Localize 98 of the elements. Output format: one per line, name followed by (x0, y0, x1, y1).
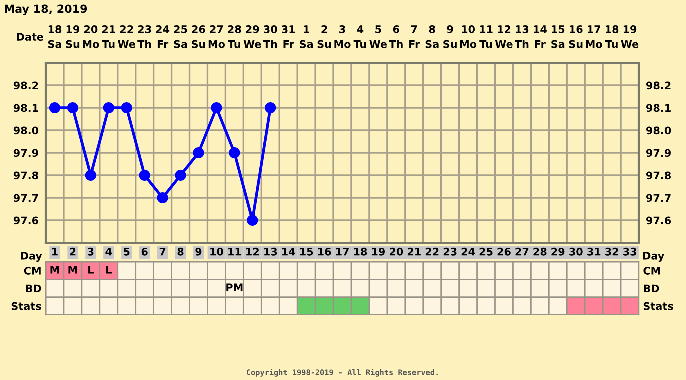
x-tick-label: 22 (426, 248, 439, 256)
text: 2 Su (318, 26, 332, 48)
text: 29 We (244, 26, 262, 48)
point (175, 170, 186, 182)
y-tick-label: CM (644, 267, 660, 275)
text: 18 Sa (48, 26, 62, 48)
text: Day (644, 252, 665, 262)
text: 25 Sa (174, 26, 188, 48)
x-tick-label: 27 (516, 248, 529, 256)
x-tick-label: 2 (70, 248, 76, 256)
x-tick-label: 5 (124, 248, 130, 256)
x-tick-label: 14 (282, 248, 296, 256)
point (157, 192, 168, 204)
text: 7 Fr (410, 26, 420, 48)
point (247, 214, 258, 226)
x-tick-label: 10 (210, 248, 224, 256)
x-tick-label: 1 (52, 248, 58, 256)
text: 9 Su (444, 26, 457, 48)
point (103, 102, 114, 114)
text: 3 Mo (334, 26, 351, 48)
text: 4 Tu (354, 26, 366, 48)
x-tick-label: 11 (228, 248, 242, 256)
x-tick-label: 8 (178, 248, 184, 256)
chart-title: May 18, 2019 (5, 4, 88, 16)
text: 30 Th (263, 26, 278, 48)
x-tick-label: 19 (372, 248, 386, 256)
x-tick-label: 30 (570, 248, 583, 256)
text: 10 Mo (460, 26, 477, 48)
x-tick-label: 26 (498, 248, 511, 256)
point (229, 147, 240, 159)
text: 31 Fr (282, 26, 296, 48)
text: 6 Th (389, 26, 403, 48)
point (139, 170, 150, 182)
y-tick-label: Stats (644, 302, 674, 310)
x-tick-label: 20 (390, 248, 404, 256)
x-tick-label: 9 (196, 248, 202, 256)
point (211, 102, 222, 114)
y-tick-label: 97.8 (14, 172, 38, 180)
text: 1 Sa (300, 26, 314, 48)
x-tick-label: 15 (300, 248, 314, 256)
point (85, 170, 96, 182)
text: 26 Su (192, 26, 206, 48)
text: 11 Tu (480, 26, 493, 48)
text: Date (17, 33, 44, 42)
point (193, 147, 204, 159)
text: 5 We (370, 26, 388, 48)
point (67, 102, 79, 114)
text: M (50, 266, 60, 274)
x-tick-label: 32 (605, 248, 618, 256)
text: 27 Mo (208, 26, 226, 48)
x-tick-label: 21 (408, 248, 421, 256)
x-tick-label: 29 (552, 248, 565, 256)
y-tick-label: 98.2 (14, 82, 38, 90)
x-tick-label: 31 (588, 248, 601, 256)
text: 20 Mo (83, 26, 100, 48)
text: 18 Tu (605, 26, 619, 48)
text: 28 Tu (228, 26, 242, 48)
text: 24 Fr (156, 26, 170, 48)
text: 19 Su (66, 26, 80, 48)
x-tick-label: 17 (336, 248, 349, 256)
text: 22 We (118, 26, 136, 48)
x-tick-label: 13 (264, 248, 278, 256)
text: L (106, 266, 112, 274)
text: L (88, 266, 94, 274)
text: 14 Fr (534, 26, 547, 48)
x-tick-label: 25 (480, 248, 493, 256)
text: 23 Th (138, 26, 152, 48)
x-axis-title: Day (21, 252, 42, 262)
point (49, 102, 61, 114)
y-tick-label: BD (644, 284, 660, 292)
y-tick-label: 98.0 (14, 126, 39, 135)
y-tick-label: 98.1 (14, 104, 38, 112)
text: 16 Su (569, 26, 583, 48)
y-tick-label: 97.7 (14, 194, 38, 202)
x-tick-label: 7 (160, 248, 166, 256)
x-tick-label: 3 (88, 248, 94, 256)
point (265, 102, 276, 114)
text: 19 We (621, 26, 639, 48)
x-tick-label: 28 (534, 248, 547, 256)
x-tick-label: 23 (444, 248, 457, 256)
x-tick-label: 12 (246, 248, 259, 256)
text: 12 We (495, 26, 513, 48)
x-tick-label: 4 (106, 248, 112, 256)
text: PM (226, 284, 243, 292)
x-tick-label: 33 (623, 248, 636, 256)
point (121, 102, 132, 114)
text: 17 Mo (586, 26, 602, 48)
x-tick-label: 24 (462, 248, 476, 256)
x-tick-label: 6 (142, 248, 148, 256)
x-tick-label: 16 (318, 248, 332, 256)
x-tick-label: 18 (354, 248, 368, 256)
y-tick-label: 97.9 (14, 149, 38, 158)
text: 15 Sa (552, 26, 565, 48)
y-tick-label: 97.6 (14, 216, 38, 225)
text: 13 Th (514, 26, 529, 48)
text: M (68, 266, 78, 274)
text: 8 Sa (426, 26, 439, 48)
text: 21 Tu (102, 26, 116, 48)
